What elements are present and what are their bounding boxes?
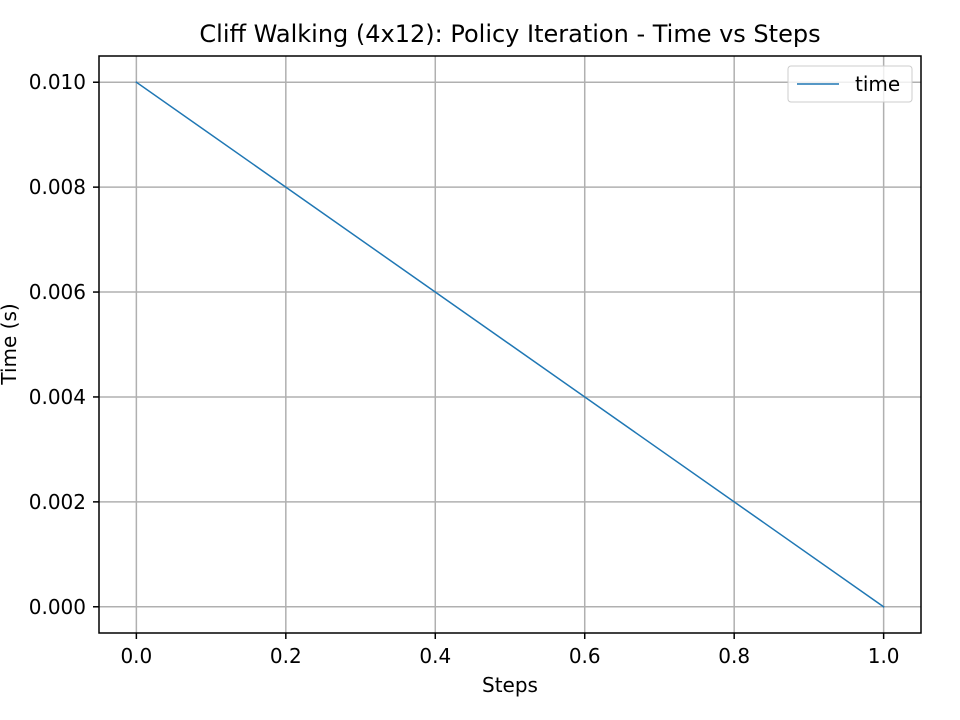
x-tick-label-0: 0.0 xyxy=(120,644,152,668)
tick-layer: 0.0 0.2 0.4 0.6 0.8 1.0 0.000 0.002 0.004 0.006 0.… xyxy=(29,70,900,668)
x-tick-label-4: 0.8 xyxy=(718,644,750,668)
y-tick-label-2: 0.004 xyxy=(29,385,86,409)
chart-title: Cliff Walking (4x12): Policy Iteration -… xyxy=(199,20,820,48)
plot-frame xyxy=(98,55,922,634)
y-axis-label: Time (s) xyxy=(0,303,21,385)
y-tick-label-4: 0.008 xyxy=(29,175,86,199)
y-tick-label-5: 0.010 xyxy=(29,70,86,94)
x-axis-label: Steps xyxy=(482,673,538,697)
x-tick-label-3: 0.6 xyxy=(569,644,601,668)
series-layer xyxy=(135,81,885,608)
x-tick-label-2: 0.4 xyxy=(419,644,451,668)
y-tick-label-1: 0.002 xyxy=(29,490,86,514)
legend: time xyxy=(787,65,913,103)
y-tick-label-0: 0.000 xyxy=(29,595,86,619)
legend-box xyxy=(787,65,913,103)
series-line-time xyxy=(135,81,885,608)
grid-layer xyxy=(99,56,921,633)
legend-label-time: time xyxy=(855,72,900,96)
x-tick-label-1: 0.2 xyxy=(270,644,302,668)
y-tick-label-3: 0.006 xyxy=(29,280,86,304)
x-tick-label-5: 1.0 xyxy=(868,644,900,668)
